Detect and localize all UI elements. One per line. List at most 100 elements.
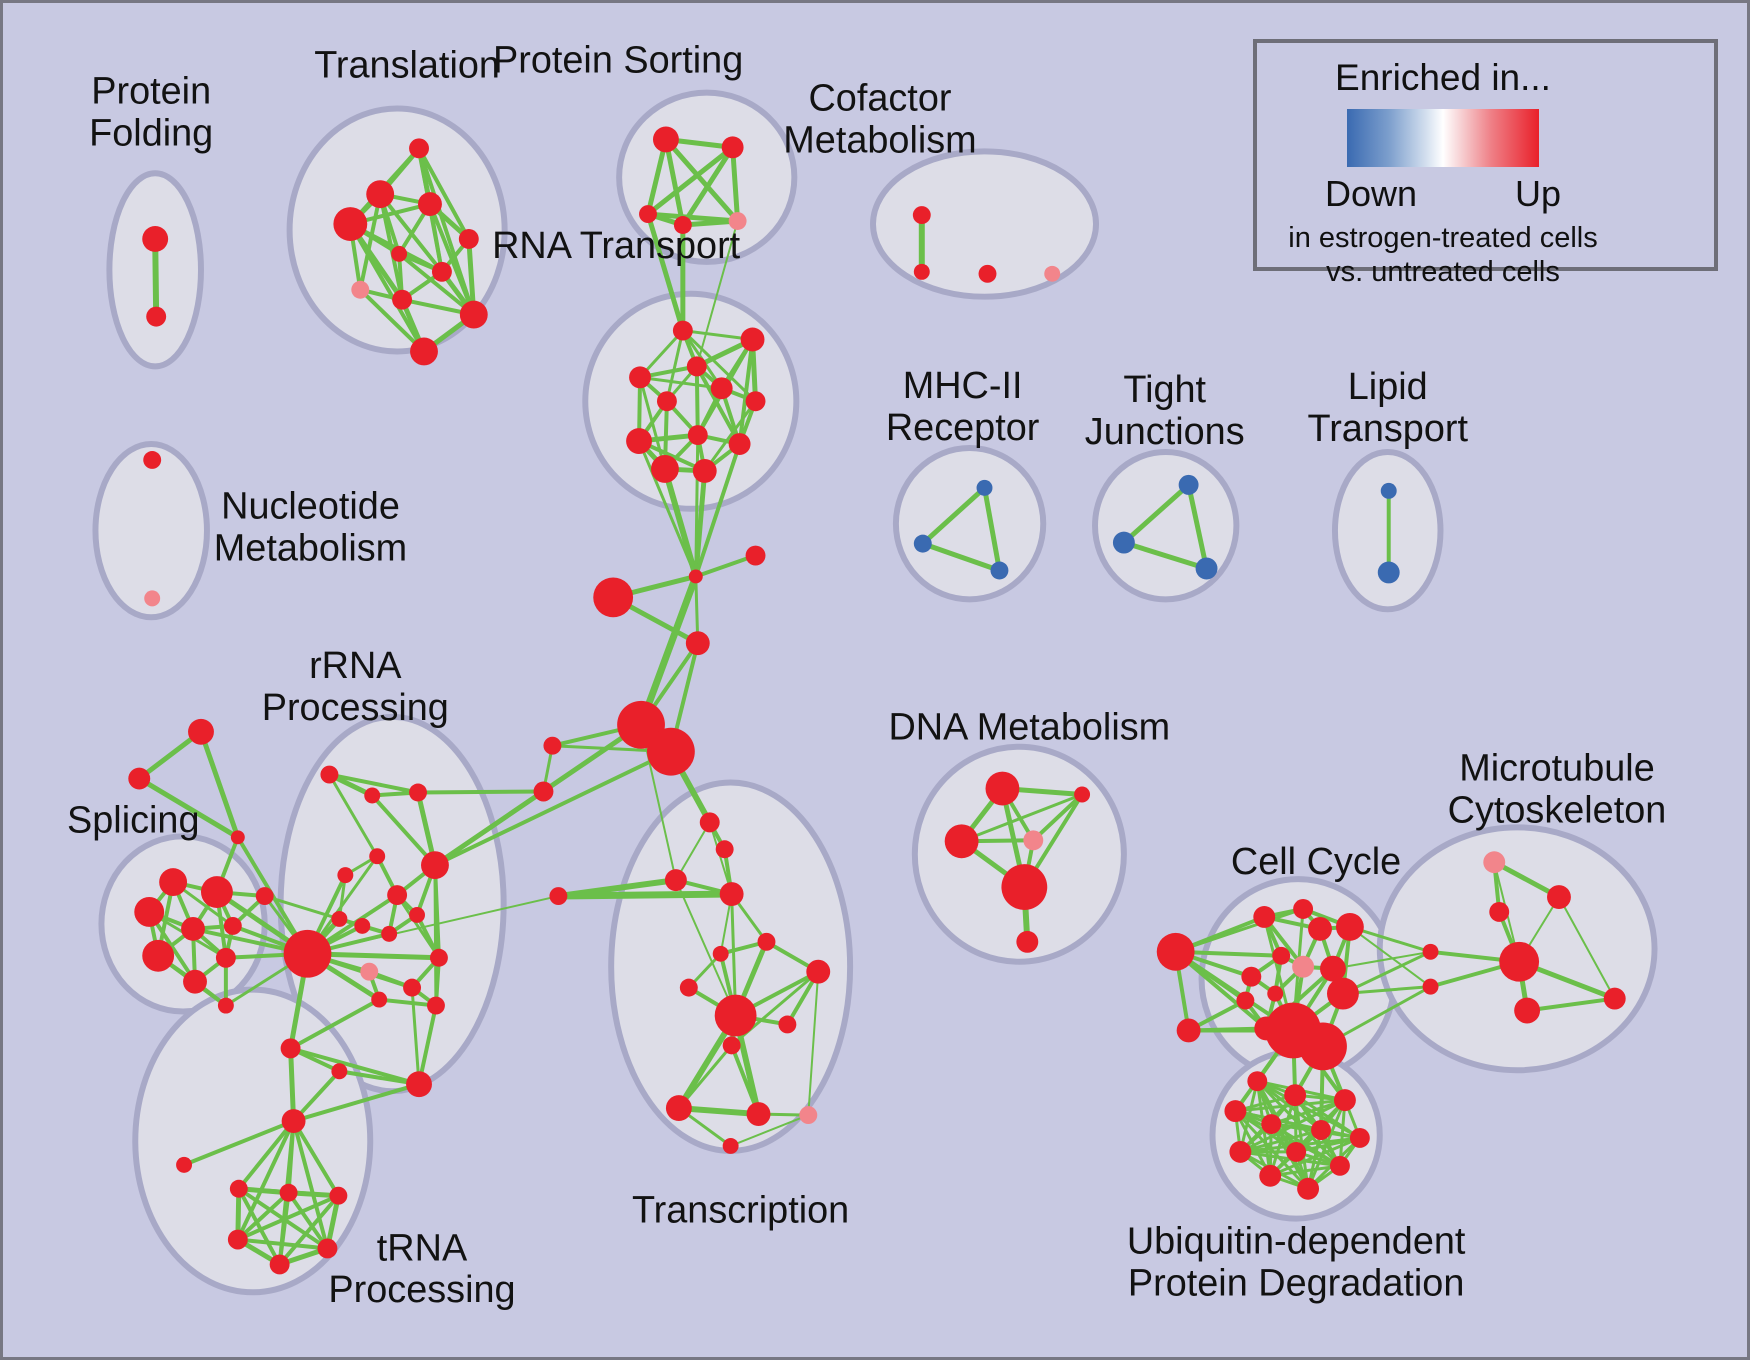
dna-metabolism-node xyxy=(1016,930,1039,953)
legend-box: Enriched in... Down Up in estrogen-treat… xyxy=(1253,39,1718,288)
rna-transport-node xyxy=(710,377,733,400)
rna-transport-edge xyxy=(665,329,685,403)
ubiquitin-degradation-node xyxy=(1297,1177,1320,1200)
dna-metabolism-node xyxy=(944,824,979,859)
transcription-label: Transcription xyxy=(632,1190,849,1232)
protein-sorting-node xyxy=(728,212,747,230)
cell-cycle-node xyxy=(1241,966,1262,987)
cofactor-metabolism-node xyxy=(1044,265,1061,282)
rrna-processing--trna-processing-edge xyxy=(291,1082,422,1124)
trna-processing-edge xyxy=(182,1119,296,1167)
central-junction--rrna-processing-edge xyxy=(416,789,546,795)
ubiquitin-degradation-edge xyxy=(1294,1136,1362,1154)
cofactor-metabolism-label: Cofactor Metabolism xyxy=(783,78,976,162)
nucleotide-metabolism-node xyxy=(144,590,161,607)
splicing-triangle-node xyxy=(230,830,245,845)
splicing-node xyxy=(255,887,274,906)
cofactor-metabolism-node xyxy=(912,206,931,225)
rrna-processing-edge xyxy=(410,986,421,1086)
rna-transport-label: RNA Transport xyxy=(492,225,741,267)
microtubule-cytoskeleton-node xyxy=(1483,851,1506,874)
trna-processing-edge xyxy=(235,1119,296,1242)
mhc-ii-receptor-node xyxy=(913,534,932,553)
rna-transport-node xyxy=(745,391,766,412)
splicing-node xyxy=(159,868,188,897)
dna-metabolism-node xyxy=(1001,864,1048,910)
rna-transport-node xyxy=(686,356,707,377)
transcription-node xyxy=(778,1015,797,1034)
cell-cycle-node xyxy=(1326,977,1359,1010)
microtubule-cytoskeleton-node xyxy=(1422,943,1439,960)
lipid-transport-node xyxy=(1377,561,1400,584)
ubiquitin-degradation-node xyxy=(1261,1114,1282,1134)
transcription-node xyxy=(714,994,757,1037)
protein-sorting-label: Protein Sorting xyxy=(493,40,743,82)
trna-processing-node xyxy=(279,1183,298,1202)
microtubule-cytoskeleton-node xyxy=(1499,941,1540,982)
cofactor-metabolism-ellipse xyxy=(870,148,1100,300)
trna-processing-edge xyxy=(291,1119,330,1251)
rrna-processing-node xyxy=(283,929,332,978)
legend-gradient-bar xyxy=(1347,109,1539,167)
translation-edge xyxy=(397,251,476,317)
microtubule-cytoskeleton-edge xyxy=(1557,896,1616,1000)
ubiquitin-degradation-edge xyxy=(1238,1128,1323,1154)
splicing-node xyxy=(183,969,207,994)
ubiquitin-degradation-node xyxy=(1247,1071,1268,1092)
cell-cycle-node xyxy=(1308,916,1332,941)
rna-transport-edge xyxy=(694,364,700,438)
ubiquitin-degradation-edge xyxy=(1233,1098,1347,1113)
cofactor-metabolism-node xyxy=(913,263,930,280)
trna-processing-edge xyxy=(235,1193,341,1242)
rna-transport-ellipse xyxy=(582,290,800,512)
translation-node xyxy=(410,337,438,366)
protein-sorting-node xyxy=(721,136,744,159)
legend-scale-labels: Down Up xyxy=(1325,173,1561,215)
ubiquitin-degradation-node xyxy=(1284,1084,1307,1107)
splicing-label: Splicing xyxy=(67,799,199,841)
transcription-edge xyxy=(708,821,733,896)
cell-cycle--microtubule-cytoskeleton-edge xyxy=(1348,925,1433,954)
translation-node xyxy=(409,138,429,159)
rrna-processing-node xyxy=(369,848,386,865)
central-junction-node xyxy=(685,631,710,656)
splicing-triangle-node xyxy=(128,767,151,790)
transcription-node xyxy=(664,869,687,892)
dna-metabolism-node xyxy=(1023,830,1044,851)
rna-transport--central-junction-edge xyxy=(661,465,699,580)
central-junction--rrna-processing-edge xyxy=(432,749,673,868)
rrna-processing-node xyxy=(429,948,448,967)
central-junction--rrna-processing-edge xyxy=(432,789,546,868)
central-junction-node xyxy=(688,569,703,584)
cell-cycle-node xyxy=(1272,946,1291,965)
rrna-processing-node xyxy=(409,783,427,802)
splicing-node xyxy=(223,916,242,935)
translation-edge xyxy=(358,287,426,354)
rrna-processing-label: rRNA Processing xyxy=(262,645,449,729)
mhc-ii-receptor-edge xyxy=(982,485,1002,573)
mhc-ii-receptor-edge xyxy=(920,485,988,547)
rna-transport-node xyxy=(629,366,651,389)
rna-transport-node xyxy=(626,428,652,455)
cell-cycle-label: Cell Cycle xyxy=(1231,841,1401,883)
mhc-ii-receptor-node xyxy=(976,479,993,496)
rrna-processing-edge xyxy=(327,773,379,858)
trna-processing-edge xyxy=(236,1119,296,1191)
tight-junctions-ellipse xyxy=(1092,449,1240,603)
ubiquitin-degradation-node xyxy=(1286,1141,1307,1162)
protein-sorting-node xyxy=(673,216,692,234)
microtubule-cytoskeleton-label: Microtubule Cytoskeleton xyxy=(1448,748,1667,832)
translation-node xyxy=(459,300,488,329)
rna-transport-node xyxy=(687,425,708,446)
tight-junctions-node xyxy=(1195,557,1218,580)
legend-subtitle-line2: vs. untreated cells xyxy=(1326,256,1560,288)
transcription-node xyxy=(715,840,734,859)
ubiquitin-degradation-node xyxy=(1229,1140,1252,1163)
microtubule-cytoskeleton-edge xyxy=(1525,996,1617,1013)
microtubule-cytoskeleton-edge xyxy=(1491,859,1562,900)
rna-transport-node xyxy=(728,433,751,455)
central-junction-edge xyxy=(637,572,700,729)
transcription-node xyxy=(699,812,720,833)
rrna-processing-edge xyxy=(288,1046,422,1087)
